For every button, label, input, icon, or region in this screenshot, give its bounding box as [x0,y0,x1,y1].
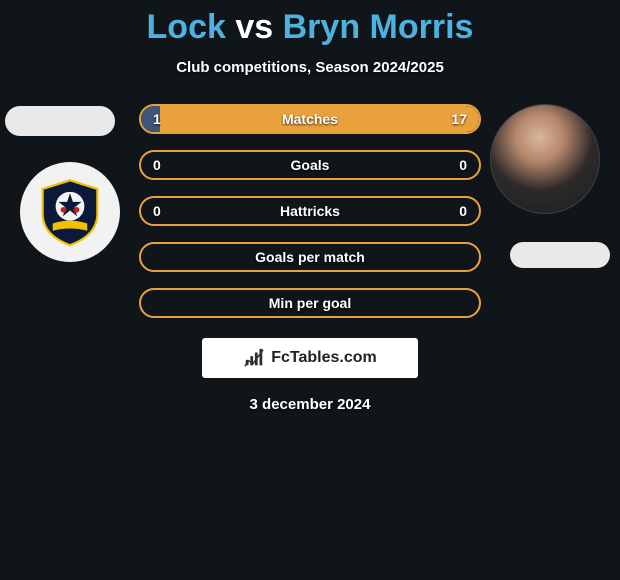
page-title: Lock vs Bryn Morris [0,0,620,47]
club-crest-icon [34,176,106,248]
stat-bar: Min per goal [139,288,481,318]
stat-bar-label: Hattricks [280,203,340,219]
stat-bar-value-left: 0 [153,157,161,173]
player2-club-pill [510,242,610,268]
stat-bar-value-right: 0 [459,157,467,173]
player1-club-badge [20,162,120,262]
stat-bar-label: Goals per match [255,249,365,265]
subtitle: Club competitions, Season 2024/2025 [0,59,620,76]
stat-bars-container: Matches 1 17 Goals 0 0 Hattricks 0 0 Goals per ma… [139,104,481,318]
player2-name: Bryn Morris [283,8,474,46]
stat-bar-value-left: 1 [153,111,161,127]
stat-bar: Hattricks 0 0 [139,196,481,226]
stat-bar: Goals per match [139,242,481,272]
branding-text: FcTables.com [271,349,377,367]
snapshot-date: 3 december 2024 [0,396,620,413]
title-separator: vs [235,8,273,46]
stat-bar-value-right: 17 [451,111,467,127]
stat-bar: Goals 0 0 [139,150,481,180]
player1-name: Lock [147,8,226,46]
stat-bar-value-left: 0 [153,203,161,219]
stat-bar-value-right: 0 [459,203,467,219]
branding-box: FcTables.com [202,338,418,378]
stat-bar-label: Min per goal [269,295,351,311]
stat-bar-label: Goals [291,157,330,173]
player1-club-pill [5,106,115,136]
stat-bar-label: Matches [282,111,338,127]
player2-photo [490,104,600,214]
stat-bar: Matches 1 17 [139,104,481,134]
chart-icon [243,347,265,369]
comparison-content: Matches 1 17 Goals 0 0 Hattricks 0 0 Goals per ma… [0,104,620,413]
